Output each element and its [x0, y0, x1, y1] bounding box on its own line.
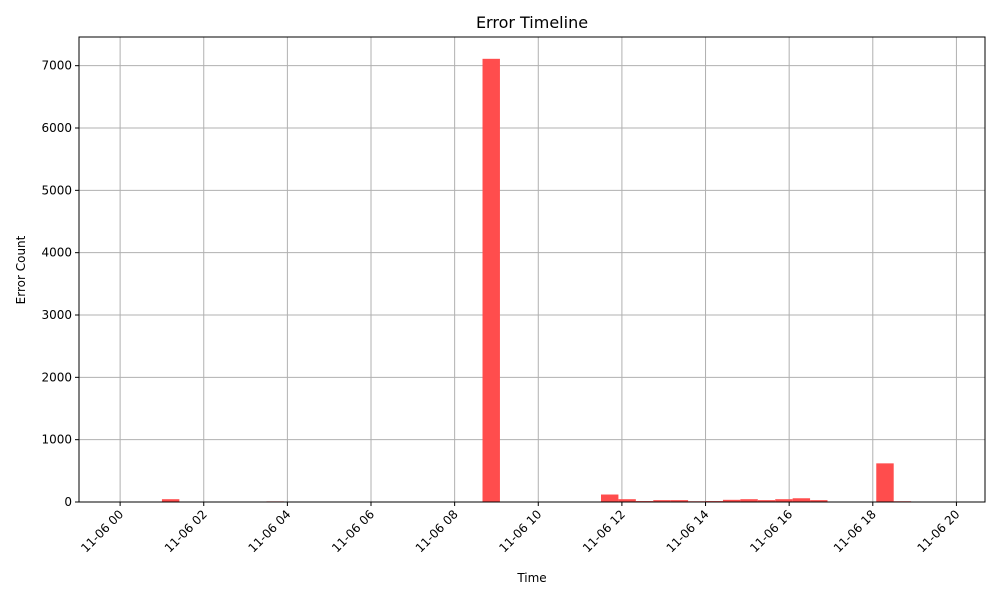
- y-tick-label: 5000: [41, 183, 72, 197]
- plot-frame: [78, 36, 986, 503]
- x-tick-label: 11-06 00: [78, 507, 126, 555]
- bar: [757, 500, 776, 502]
- bar-layer: [161, 58, 929, 503]
- x-tick-label: 11-06 08: [413, 507, 461, 555]
- x-tick-label: 11-06 16: [747, 507, 795, 555]
- x-tick-label: 11-06 02: [162, 507, 210, 555]
- x-tick-label: 11-06 04: [245, 507, 293, 555]
- bar: [618, 499, 636, 502]
- y-tick-label: 6000: [41, 121, 72, 135]
- bar: [810, 500, 828, 502]
- x-tick-label: 11-06 06: [329, 507, 377, 555]
- y-axis-label: Error Count: [14, 235, 28, 304]
- bar: [161, 499, 180, 502]
- x-axis-label: Time: [516, 571, 546, 585]
- bar: [876, 463, 894, 502]
- bar: [740, 499, 758, 502]
- bar: [792, 498, 811, 502]
- x-tick-label: 11-06 18: [831, 507, 879, 555]
- bar: [775, 499, 793, 502]
- bar: [722, 499, 741, 502]
- y-tick-label: 2000: [41, 370, 72, 384]
- y-tick-label: 7000: [41, 59, 72, 73]
- bar: [653, 500, 671, 502]
- bar: [600, 494, 619, 502]
- y-tick-label: 4000: [41, 246, 72, 260]
- bar: [482, 58, 500, 503]
- chart-title: Error Timeline: [476, 13, 588, 32]
- x-tick-label: 11-06 14: [664, 507, 712, 555]
- x-tick-label: 11-06 20: [914, 507, 962, 555]
- x-tick-label: 11-06 10: [496, 507, 544, 555]
- y-tick-label: 0: [64, 495, 72, 509]
- y-tick-label: 3000: [41, 308, 72, 322]
- axis-layer: 0 1000 2000 3000 4000 5000 6000 7000 11-06 00 11-…: [41, 59, 962, 556]
- grid-layer: [79, 37, 985, 503]
- y-tick-label: 1000: [41, 433, 72, 447]
- x-tick-label: 11-06 12: [580, 507, 628, 555]
- bar: [670, 500, 689, 502]
